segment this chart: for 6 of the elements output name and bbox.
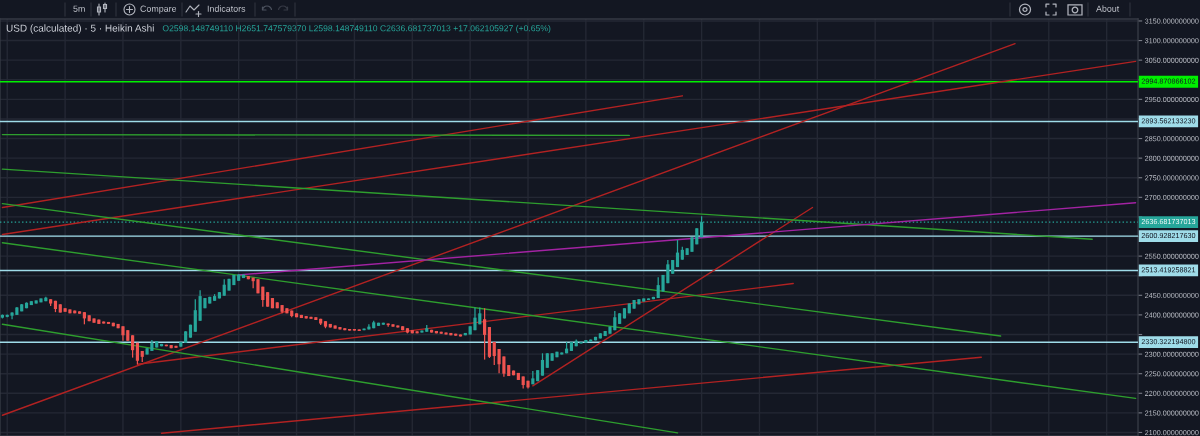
text: Indicators: [207, 5, 246, 12]
text: 5m: [73, 5, 85, 12]
text: About: [1096, 5, 1120, 12]
text: Compare: [140, 5, 177, 14]
text: O2598.148749110 H2651.747579370 L2598.148749110 C2636.681737013 +17.062105927 (+0.65%): [162, 24, 551, 34]
text: USD (calculated) · 5 · Heikin Ashi: [6, 24, 154, 34]
